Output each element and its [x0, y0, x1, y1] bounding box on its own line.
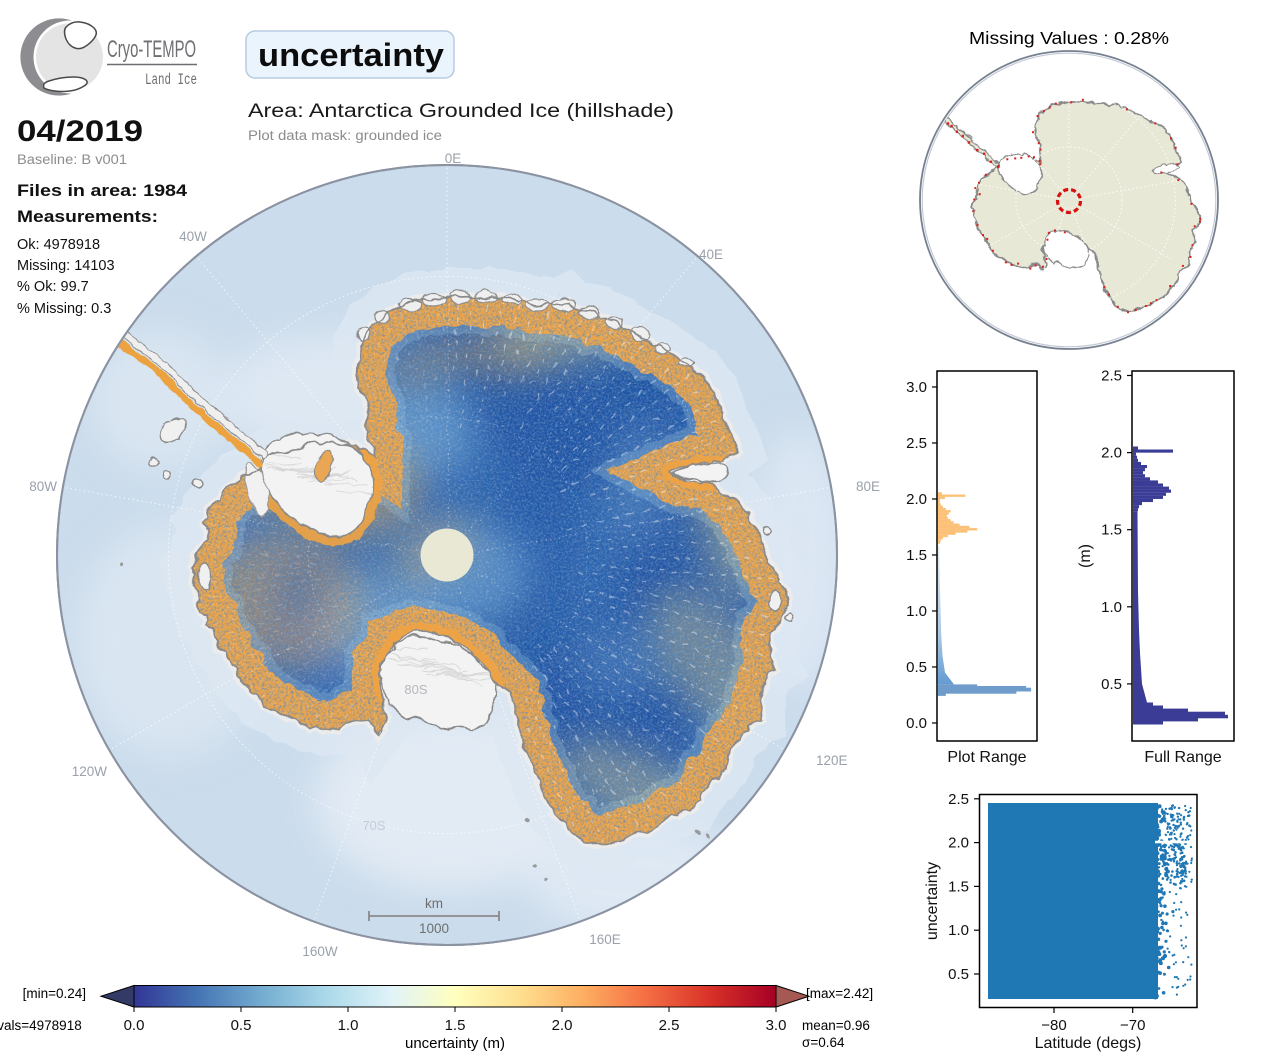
- svg-text:Baseline: B v001: Baseline: B v001: [17, 152, 127, 167]
- svg-text:120E: 120E: [816, 753, 848, 768]
- svg-text:(m): (m): [1077, 544, 1094, 568]
- svg-text:km: km: [425, 896, 443, 911]
- svg-text:0.0: 0.0: [124, 1017, 145, 1034]
- svg-text:2.0: 2.0: [1101, 445, 1122, 462]
- svg-text:1.0: 1.0: [338, 1017, 359, 1034]
- svg-text:1.0: 1.0: [906, 603, 927, 620]
- svg-text:[min=0.24]: [min=0.24]: [23, 986, 86, 1001]
- svg-text:160E: 160E: [589, 932, 621, 947]
- svg-text:2.5: 2.5: [906, 435, 927, 452]
- svg-text:0.5: 0.5: [906, 659, 927, 676]
- svg-text:0E: 0E: [445, 151, 462, 166]
- svg-text:2.0: 2.0: [552, 1017, 573, 1034]
- svg-text:Files in area: 1984: Files in area: 1984: [17, 181, 188, 200]
- svg-text:2.0: 2.0: [948, 835, 969, 852]
- svg-text:Measurements:: Measurements:: [17, 207, 158, 226]
- svg-text:Ok: 4978918: Ok: 4978918: [17, 237, 100, 253]
- svg-text:mean=0.96: mean=0.96: [802, 1018, 870, 1033]
- svg-text:3.0: 3.0: [906, 379, 927, 396]
- svg-text:% Missing: 0.3: % Missing: 0.3: [17, 301, 111, 317]
- svg-text:Area: Antarctica Grounded Ice: Area: Antarctica Grounded Ice (hillshade…: [248, 101, 674, 122]
- svg-text:σ=0.64: σ=0.64: [802, 1035, 845, 1050]
- svg-text:0.5: 0.5: [1101, 676, 1122, 693]
- svg-text:0.5: 0.5: [948, 966, 969, 983]
- svg-text:1.5: 1.5: [445, 1017, 466, 1034]
- svg-text:Full Range: Full Range: [1144, 749, 1221, 766]
- svg-text:1.0: 1.0: [948, 922, 969, 939]
- svg-text:uncertainty: uncertainty: [924, 862, 941, 940]
- svg-text:2.5: 2.5: [659, 1017, 680, 1034]
- svg-text:04/2019: 04/2019: [17, 115, 143, 148]
- svg-text:160W: 160W: [302, 944, 338, 959]
- svg-text:[max=2.42]: [max=2.42]: [806, 986, 873, 1001]
- svg-text:120W: 120W: [72, 764, 108, 779]
- svg-text:3.0: 3.0: [766, 1017, 787, 1034]
- svg-text:uncertainty (m): uncertainty (m): [405, 1035, 505, 1052]
- svg-text:1000: 1000: [419, 921, 449, 936]
- svg-text:2.5: 2.5: [1101, 368, 1122, 385]
- svg-text:uncertainty: uncertainty: [258, 37, 444, 73]
- svg-text:80S: 80S: [404, 682, 427, 697]
- svg-text:80E: 80E: [856, 479, 880, 494]
- svg-text:0.5: 0.5: [231, 1017, 252, 1034]
- svg-text:40E: 40E: [699, 247, 723, 262]
- svg-text:2.0: 2.0: [906, 491, 927, 508]
- svg-text:80W: 80W: [29, 479, 57, 494]
- svg-text:1.5: 1.5: [1101, 522, 1122, 539]
- svg-text:0.0: 0.0: [906, 715, 927, 732]
- svg-text:Missing: 14103: Missing: 14103: [17, 258, 115, 274]
- svg-text:−80: −80: [1041, 1017, 1066, 1034]
- svg-text:Latitude (degs): Latitude (degs): [1035, 1035, 1142, 1052]
- svg-text:Plot data mask: grounded ice: Plot data mask: grounded ice: [248, 128, 442, 143]
- svg-text:Plot Range: Plot Range: [947, 749, 1026, 766]
- svg-text:% Ok: 99.7: % Ok: 99.7: [17, 279, 89, 295]
- svg-text:Land Ice: Land Ice: [145, 71, 197, 89]
- svg-text:1.5: 1.5: [948, 878, 969, 895]
- svg-text:2.5: 2.5: [948, 791, 969, 808]
- svg-text:1.5: 1.5: [906, 547, 927, 564]
- svg-text:n vals=4978918: n vals=4978918: [0, 1018, 82, 1033]
- svg-text:−70: −70: [1120, 1017, 1145, 1034]
- svg-text:Cryo-TEMPO: Cryo-TEMPO: [107, 36, 196, 63]
- svg-text:1.0: 1.0: [1101, 599, 1122, 616]
- svg-text:40W: 40W: [179, 229, 207, 244]
- svg-text:Missing Values : 0.28%: Missing Values : 0.28%: [969, 28, 1169, 48]
- svg-text:70S: 70S: [362, 818, 385, 833]
